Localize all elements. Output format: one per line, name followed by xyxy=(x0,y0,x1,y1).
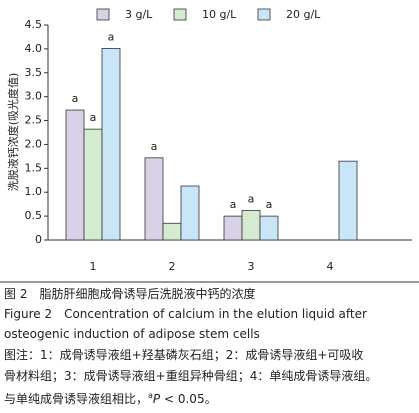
y-tick-label: 1.0 xyxy=(25,185,43,198)
legend-swatch xyxy=(96,8,110,21)
bar xyxy=(144,157,164,241)
legend-label: 20 g/L xyxy=(286,8,321,21)
y-tick-label: 0.5 xyxy=(25,209,43,222)
bar xyxy=(338,160,358,241)
x-tick-label: 2 xyxy=(169,260,176,273)
annotation: a xyxy=(266,198,273,211)
note-text: 与单纯成骨诱导液组相比， xyxy=(4,392,149,406)
legend-label: 10 g/L xyxy=(202,8,237,21)
caption-title-en: osteogenic induction of adipose stem cel… xyxy=(4,327,260,341)
note-p: P xyxy=(152,392,161,406)
annotation: a xyxy=(90,111,97,124)
bar xyxy=(65,109,85,241)
y-tick-label: 0 xyxy=(35,233,42,246)
y-tick-label: 4.0 xyxy=(25,42,43,55)
caption-note: 图注：1：成骨诱导液组+羟基磷灰石组；2：成骨诱导液组+可吸收 xyxy=(4,348,364,362)
annotation: a xyxy=(108,30,115,43)
bar xyxy=(223,215,243,241)
bar xyxy=(180,185,200,241)
bar xyxy=(101,48,121,241)
y-tick-label: 2.5 xyxy=(25,114,43,127)
y-tick-label: 1.5 xyxy=(25,161,43,174)
legend-swatch xyxy=(173,8,187,21)
y-tick-label: 3.0 xyxy=(25,90,43,103)
chart: 洗脱液钙浓度(吸光度值) 0 0.5 1.0 1.5 2.0 2.5 3.0 3.5 4.0 4.… xyxy=(0,8,419,283)
annotation: a xyxy=(230,198,237,211)
y-tick-label: 2.0 xyxy=(25,137,43,150)
y-axis-label: 洗脱液钙浓度(吸光度值) xyxy=(6,73,20,192)
x-tick-label: 4 xyxy=(327,260,334,273)
bar xyxy=(83,128,103,241)
bar xyxy=(259,215,279,241)
caption-title-cn: 图 2 脂肪肝细胞成骨诱导后洗脱液中钙的浓度 xyxy=(4,287,256,301)
bar xyxy=(162,222,182,241)
caption-note: 与单纯成骨诱导液组相比，aP < 0.05。 xyxy=(4,389,217,406)
x-tick-label: 3 xyxy=(248,260,255,273)
annotation: a xyxy=(248,192,255,205)
x-tick-label: 1 xyxy=(90,260,97,273)
annotation: a xyxy=(151,140,158,153)
legend-swatch xyxy=(257,8,271,21)
y-tick-label: 3.5 xyxy=(25,66,43,79)
bar xyxy=(241,209,261,241)
annotation: a xyxy=(72,92,79,105)
y-tick-label: 4.5 xyxy=(25,18,43,31)
note-sup: a xyxy=(148,391,153,400)
note-text: < 0.05。 xyxy=(160,392,217,406)
caption-title-en: Figure 2 Concentration of calcium in the… xyxy=(4,307,367,321)
caption-note: 骨材料组；3：成骨诱导液组+重组异种骨组；4：单纯成骨诱导液组。 xyxy=(4,369,378,383)
legend-label: 3 g/L xyxy=(125,8,153,21)
